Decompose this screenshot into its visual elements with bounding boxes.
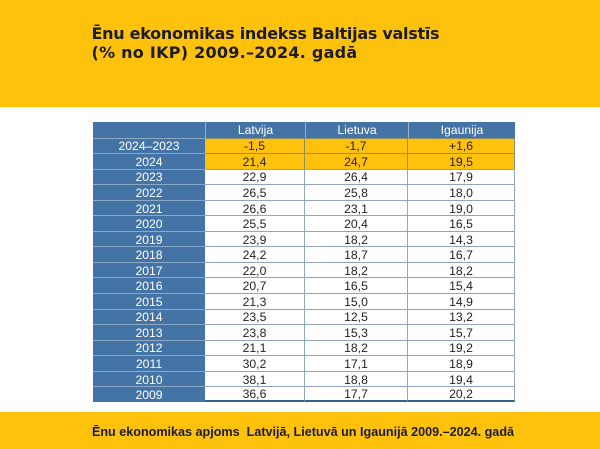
year-cell: 2018 xyxy=(93,246,205,262)
value-cell: 14,3 xyxy=(408,230,515,247)
value-cell: 25,8 xyxy=(305,184,408,200)
value-cell: -1,7 xyxy=(305,137,408,154)
year-cell: 2010 xyxy=(93,370,205,387)
value-cell: 22,0 xyxy=(205,261,305,278)
year-cell: 2011 xyxy=(93,355,205,371)
year-cell: 2019 xyxy=(93,230,205,247)
value-cell: 18,2 xyxy=(305,230,408,247)
year-cell: 2020 xyxy=(93,215,205,231)
column-header: Igaunija xyxy=(408,122,515,138)
value-cell: 20,4 xyxy=(305,215,408,231)
value-cell: 16,5 xyxy=(408,215,515,231)
value-cell: 18,2 xyxy=(408,261,515,278)
column-header: Latvija xyxy=(205,122,305,138)
value-cell: 26,6 xyxy=(205,199,305,216)
top-yellow-band: Ēnu ekonomikas indekss Baltijas valstīs … xyxy=(0,0,600,107)
value-cell: 15,7 xyxy=(408,324,515,340)
value-cell: 21,3 xyxy=(205,293,305,309)
value-cell: 18,8 xyxy=(305,370,408,387)
value-cell: 17,7 xyxy=(305,386,408,402)
value-cell: 19,4 xyxy=(408,370,515,387)
year-cell: 2016 xyxy=(93,277,205,294)
table-corner-cell xyxy=(93,122,205,138)
value-cell: 30,2 xyxy=(205,355,305,371)
value-cell: 15,0 xyxy=(305,293,408,309)
year-cell: 2009 xyxy=(93,386,205,402)
value-cell: 18,2 xyxy=(305,261,408,278)
bottom-yellow-band: Ēnu ekonomikas apjoms Latvijā, Lietuvā u… xyxy=(0,412,600,449)
value-cell: 38,1 xyxy=(205,370,305,387)
year-cell: 2017 xyxy=(93,261,205,278)
value-cell: 20,7 xyxy=(205,277,305,294)
footer-caption: Ēnu ekonomikas apjoms Latvijā, Lietuvā u… xyxy=(91,425,515,439)
value-cell: 26,5 xyxy=(205,184,305,200)
value-cell: +1,6 xyxy=(408,137,515,154)
value-cell: 26,4 xyxy=(305,168,408,185)
year-cell: 2012 xyxy=(93,339,205,356)
value-cell: 36,6 xyxy=(205,386,305,402)
value-cell: 17,9 xyxy=(408,168,515,185)
value-cell: 13,2 xyxy=(408,308,515,325)
year-cell: 2024 xyxy=(93,153,205,169)
value-cell: 12,5 xyxy=(305,308,408,325)
value-cell: 23,8 xyxy=(205,324,305,340)
value-cell: 22,9 xyxy=(205,168,305,185)
value-cell: 24,2 xyxy=(205,246,305,262)
year-cell: 2024–2023 xyxy=(93,137,205,154)
year-cell: 2015 xyxy=(93,293,205,309)
year-cell: 2013 xyxy=(93,324,205,340)
value-cell: 24,7 xyxy=(305,153,408,169)
value-cell: 15,4 xyxy=(408,277,515,294)
page-title-line2: (% no IKP) 2009.–2024. gadā xyxy=(91,43,358,63)
column-header: Lietuva xyxy=(305,122,408,138)
value-cell: 16,5 xyxy=(305,277,408,294)
value-cell: 16,7 xyxy=(408,246,515,262)
value-cell: 23,1 xyxy=(305,199,408,216)
value-cell: 19,0 xyxy=(408,199,515,216)
value-cell: 20,2 xyxy=(408,386,515,402)
value-cell: 25,5 xyxy=(205,215,305,231)
value-cell: 21,1 xyxy=(205,339,305,356)
year-cell: 2023 xyxy=(93,168,205,185)
page-title: Ēnu ekonomikas indekss Baltijas valstīs … xyxy=(92,24,440,64)
year-cell: 2022 xyxy=(93,184,205,200)
value-cell: 19,2 xyxy=(408,339,515,356)
value-cell: 15,3 xyxy=(305,324,408,340)
value-cell: 17,1 xyxy=(305,355,408,371)
value-cell: 14,9 xyxy=(408,293,515,309)
value-cell: 18,2 xyxy=(305,339,408,356)
year-cell: 2014 xyxy=(93,308,205,325)
shadow-economy-table: Latvija Lietuva Igaunija 2024–2023 -1,5 -1,7 +… xyxy=(93,122,515,402)
value-cell: 23,5 xyxy=(205,308,305,325)
value-cell: 18,0 xyxy=(408,184,515,200)
page-title-line1: Ēnu ekonomikas indekss Baltijas valstīs xyxy=(91,23,440,43)
value-cell: -1,5 xyxy=(205,137,305,154)
value-cell: 18,9 xyxy=(408,355,515,371)
value-cell: 19,5 xyxy=(408,153,515,169)
value-cell: 21,4 xyxy=(205,153,305,169)
year-cell: 2021 xyxy=(93,199,205,216)
value-cell: 18,7 xyxy=(305,246,408,262)
value-cell: 23,9 xyxy=(205,230,305,247)
